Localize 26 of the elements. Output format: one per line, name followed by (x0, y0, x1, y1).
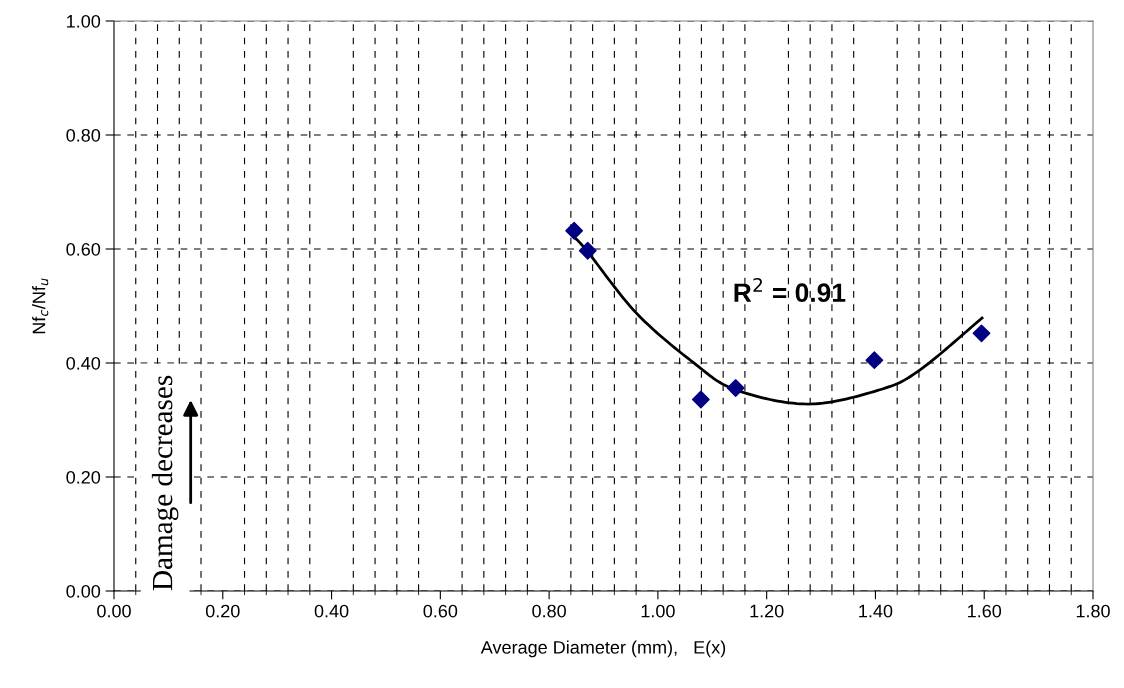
x-tick-label: 1.80 (1076, 604, 1110, 618)
y-tick-label: 1.00 (67, 14, 101, 28)
point (726, 379, 745, 397)
x-tick-label: 0.00 (97, 604, 131, 618)
annotation: Damage decreases (151, 375, 179, 591)
y-tick-label: 0.80 (66, 128, 101, 142)
y-tick-label: 0.20 (66, 470, 101, 484)
x-tick-label: 0.80 (532, 604, 566, 618)
x-tick-label: 1.60 (968, 604, 1002, 618)
x-tick-label: 0.20 (205, 604, 240, 618)
point (691, 390, 710, 409)
point (972, 324, 991, 343)
x-tick-label: 1.00 (641, 604, 675, 618)
point (865, 351, 884, 370)
y-tick-label: 0.60 (66, 242, 101, 256)
point (578, 241, 597, 260)
y-axis-title: Nf$_{c}$/Nf$_{u}$ (32, 278, 49, 334)
point (565, 221, 584, 240)
y-tick-label: 0.00 (66, 584, 101, 598)
x-tick-label: 1.20 (750, 604, 784, 618)
x-tick-label: 1.40 (859, 604, 893, 618)
y-tick-label: 0.40 (66, 356, 101, 370)
annotation: R$^{2}$ = 0.91 (734, 277, 846, 303)
x-tick-label: 0.60 (423, 604, 458, 618)
x-tick-label: 0.40 (314, 604, 349, 618)
x-axis-title: Average Diameter (mm), E(x) (480, 640, 726, 658)
